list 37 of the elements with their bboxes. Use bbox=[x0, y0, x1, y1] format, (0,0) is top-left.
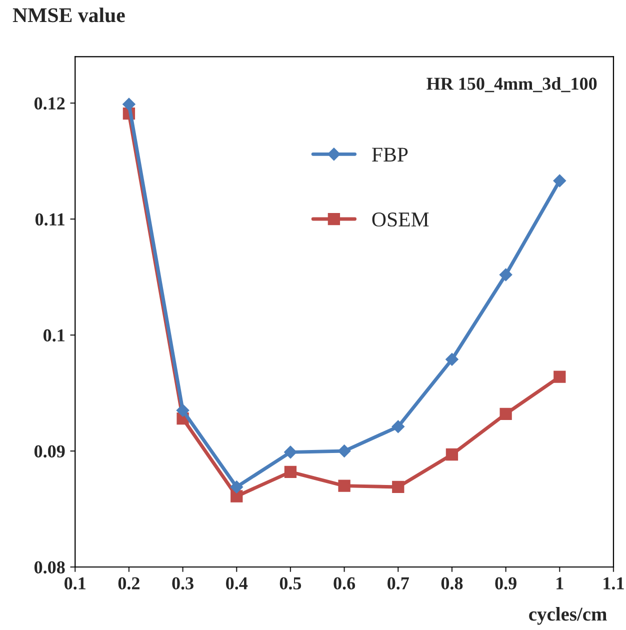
point bbox=[230, 480, 244, 494]
point bbox=[500, 408, 512, 420]
point bbox=[338, 480, 350, 492]
point bbox=[284, 466, 297, 478]
point bbox=[176, 404, 190, 417]
point bbox=[284, 446, 297, 459]
y-tick-label: 0.08 bbox=[34, 561, 65, 574]
x-tick-label: 0.4 bbox=[226, 577, 248, 590]
x-tick-label: 0.3 bbox=[172, 577, 194, 590]
x-tick-label: 0.2 bbox=[118, 577, 140, 590]
y-tick-label: 0.12 bbox=[34, 97, 65, 110]
annotation: HR 150_4mm_3d_100 bbox=[426, 77, 597, 92]
x-tick-label: 1 bbox=[556, 577, 564, 590]
point bbox=[446, 448, 458, 461]
x-tick-label: 0.8 bbox=[441, 577, 463, 590]
x-tick-label: 0.1 bbox=[64, 577, 86, 590]
x-tick-label: 0.6 bbox=[334, 577, 356, 590]
point bbox=[554, 370, 566, 383]
legend-label: FBP bbox=[372, 148, 408, 162]
x-axis-title: cycles/cm bbox=[529, 607, 607, 625]
y-tick-label: 0.11 bbox=[35, 213, 64, 226]
x-tick-label: 1.1 bbox=[604, 577, 624, 590]
y-tick-label: 0.1 bbox=[44, 329, 64, 342]
point bbox=[392, 420, 405, 434]
x-tick-label: 0.9 bbox=[495, 577, 516, 590]
x-tick-label: 0.7 bbox=[388, 577, 409, 590]
y-tick-label: 0.09 bbox=[34, 445, 65, 458]
point bbox=[338, 444, 351, 458]
x-tick-label: 0.5 bbox=[280, 577, 302, 590]
point bbox=[553, 174, 566, 188]
point bbox=[122, 98, 136, 111]
point bbox=[446, 352, 458, 366]
legend-label: OSEM bbox=[372, 212, 429, 227]
point bbox=[392, 480, 404, 494]
point bbox=[499, 268, 512, 282]
point bbox=[230, 490, 243, 502]
y-axis-title: NMSE value bbox=[12, 8, 125, 22]
